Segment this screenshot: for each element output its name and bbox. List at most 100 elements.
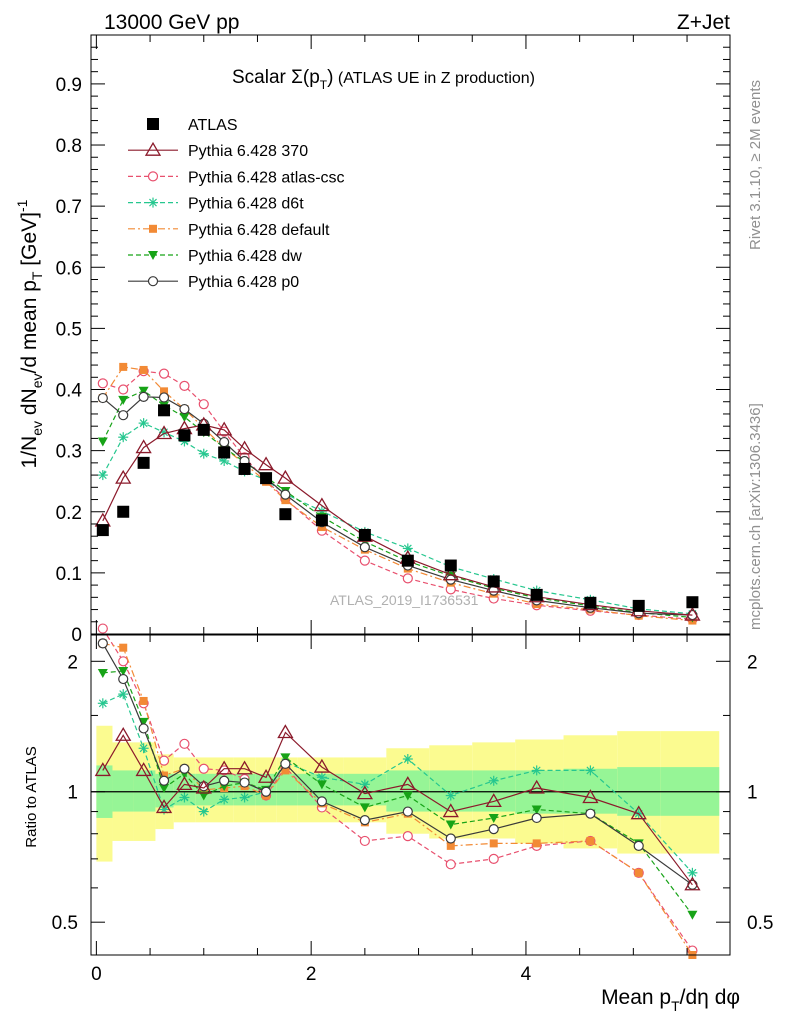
main-point-atlas bbox=[218, 446, 231, 459]
main-point-p370 bbox=[115, 469, 132, 484]
ratio-band-inner bbox=[133, 770, 156, 812]
ratio-y-tick-label: 1 bbox=[67, 783, 78, 804]
main-point-p0 bbox=[118, 410, 129, 421]
main-point-dw bbox=[97, 437, 108, 447]
main-point-atlas bbox=[279, 508, 292, 521]
ratio-point-p370 bbox=[528, 779, 545, 794]
main-point-atlascsc bbox=[198, 399, 209, 410]
main-point-atlas bbox=[444, 559, 457, 572]
ratio-point-p370 bbox=[630, 805, 647, 820]
ratio-point-atlascsc bbox=[97, 623, 108, 634]
ratio-point-d6t bbox=[138, 743, 149, 754]
main-point-p370 bbox=[216, 421, 233, 436]
main-point-p0 bbox=[359, 542, 370, 553]
ratio-point-p0 bbox=[531, 812, 542, 824]
main-point-dw bbox=[118, 395, 129, 405]
ratio-plot-area bbox=[94, 623, 701, 959]
ratio-point-p370 bbox=[313, 758, 331, 773]
ratio-point-p370 bbox=[135, 762, 152, 777]
ratio-point-dw bbox=[687, 910, 698, 920]
x-tick-label: 2 bbox=[306, 964, 317, 985]
ratio-point-dw bbox=[118, 666, 129, 676]
legend-marker-p0 bbox=[147, 276, 159, 287]
ratio-point-atlascsc bbox=[488, 853, 499, 864]
main-point-p370 bbox=[155, 425, 173, 440]
main-point-atlas bbox=[158, 404, 171, 417]
ratio-point-p0 bbox=[633, 840, 644, 851]
ratio-point-p0 bbox=[118, 673, 129, 685]
ratio-y-tick-label-right: 2 bbox=[747, 652, 758, 673]
ratio-point-d6t bbox=[585, 765, 596, 776]
main-axes: 0 0.1 0.2 0.3 0.4 0.5 0.6 0.7 0.8 0.9 bbox=[56, 34, 730, 646]
main-point-d6t bbox=[138, 418, 149, 429]
ratio-point-p0 bbox=[260, 786, 272, 797]
main-point-atlas bbox=[487, 575, 500, 588]
ratio-point-d6t bbox=[687, 867, 698, 878]
main-y-tick-label: 0.7 bbox=[56, 197, 82, 218]
ratio-point-d6t bbox=[488, 775, 499, 786]
ratio-point-dw bbox=[97, 668, 108, 678]
ratio-point-atlascsc bbox=[158, 755, 170, 766]
main-point-d6t bbox=[219, 456, 230, 467]
legend: ATLAS Pythia 6.428 370 Pythia 6.428 atlas-… bbox=[128, 117, 345, 291]
ratio-point-p370 bbox=[356, 785, 373, 800]
legend-label-default: Pythia 6.428 default bbox=[188, 222, 330, 239]
ratio-point-dw bbox=[159, 784, 170, 794]
main-point-p370 bbox=[257, 456, 275, 471]
legend-label-p0: Pythia 6.428 p0 bbox=[188, 274, 299, 291]
ratio-point-d6t bbox=[179, 792, 190, 803]
main-point-atlas bbox=[358, 528, 371, 541]
ratio-point-atlascsc bbox=[445, 859, 456, 870]
legend-label-atlas: ATLAS bbox=[188, 117, 238, 134]
main-y-tick-label: 0.4 bbox=[56, 381, 83, 402]
ratio-point-p370 bbox=[257, 768, 275, 783]
ratio-point-p0 bbox=[488, 823, 499, 835]
main-point-atlas bbox=[686, 596, 699, 609]
main-point-d6t bbox=[118, 432, 129, 443]
ratio-point-default bbox=[634, 868, 643, 877]
legend-marker-dw bbox=[148, 251, 158, 260]
main-point-atlascsc bbox=[118, 384, 129, 395]
main-point-atlas bbox=[260, 472, 273, 485]
main-point-atlascsc bbox=[179, 380, 190, 391]
ratio-point-p0 bbox=[316, 796, 327, 807]
ratio-point-p0 bbox=[219, 775, 230, 786]
ratio-point-p370 bbox=[236, 760, 253, 775]
ratio-y-tick-label: 2 bbox=[67, 652, 78, 673]
main-point-atlas bbox=[401, 554, 414, 567]
main-point-p370 bbox=[684, 606, 701, 621]
main-point-atlas bbox=[96, 524, 109, 537]
main-point-atlas bbox=[238, 462, 251, 475]
main-point-atlas bbox=[137, 456, 150, 469]
ratio-point-dw bbox=[198, 791, 209, 801]
ratio-point-dw bbox=[445, 820, 456, 830]
ratio-point-dw bbox=[316, 780, 327, 790]
ratio-point-p0 bbox=[445, 833, 456, 844]
main-point-atlas bbox=[117, 505, 130, 518]
main-point-p0 bbox=[158, 392, 170, 403]
ratio-point-p370 bbox=[684, 876, 701, 891]
ratio-point-d6t bbox=[531, 765, 542, 776]
main-point-dw bbox=[179, 413, 190, 423]
legend-marker-p370 bbox=[144, 141, 162, 156]
ratio-point-p370 bbox=[582, 789, 599, 804]
ratio-point-p0 bbox=[97, 638, 108, 649]
main-point-atlas bbox=[197, 423, 210, 436]
ratio-point-p370 bbox=[442, 803, 459, 818]
legend-marker-default bbox=[149, 224, 157, 233]
main-y-tick-label: 0.2 bbox=[56, 503, 82, 524]
ratio-point-atlascsc bbox=[179, 738, 190, 749]
main-point-atlascsc bbox=[158, 368, 170, 379]
ratio-point-d6t bbox=[445, 790, 456, 801]
main-plot-area bbox=[94, 362, 701, 625]
plot-title: Scalar Σ(pT) (ATLAS UE in Z production) bbox=[232, 67, 535, 92]
main-line-default bbox=[102, 366, 693, 622]
ratio-point-d6t bbox=[118, 689, 129, 700]
main-y-tick-label: 0.5 bbox=[56, 319, 82, 340]
ratio-point-p370 bbox=[399, 776, 416, 791]
ratio-point-p0 bbox=[179, 763, 190, 774]
legend-label-atlascsc: Pythia 6.428 atlas-csc bbox=[188, 169, 345, 186]
ratio-point-atlascsc bbox=[402, 831, 413, 842]
ratio-y-tick-label: 0.5 bbox=[52, 913, 78, 934]
ratio-point-atlascsc bbox=[118, 656, 129, 667]
